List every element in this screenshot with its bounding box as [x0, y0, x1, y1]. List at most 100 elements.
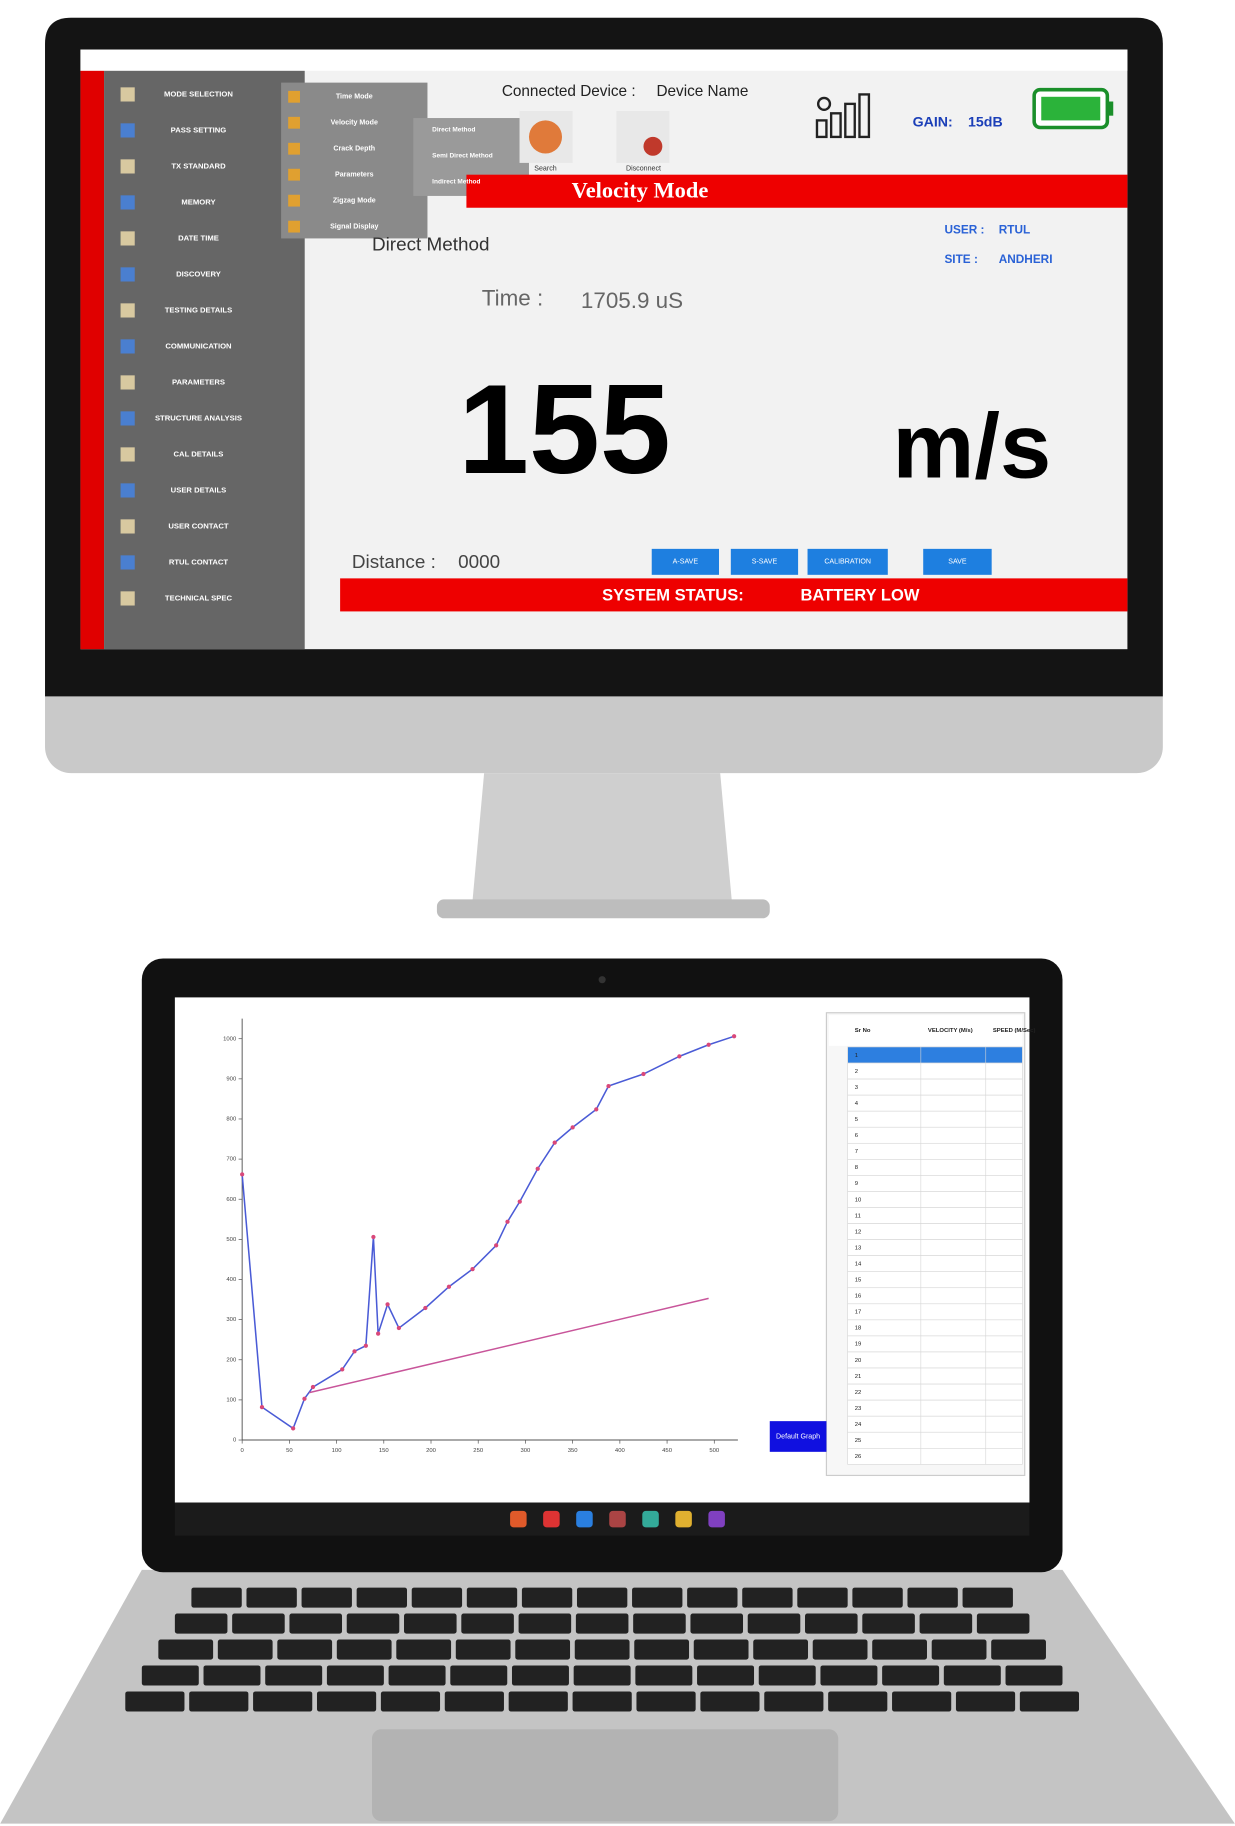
key: [632, 1587, 683, 1608]
key: [141, 1665, 199, 1686]
series-point: [291, 1426, 296, 1431]
menu-item[interactable]: MODE SELECTION: [164, 89, 233, 98]
menu-item[interactable]: PARAMETERS: [172, 377, 225, 386]
table-row: [847, 1399, 1023, 1417]
menu-icon: [120, 483, 135, 498]
gain-label: GAIN:: [913, 114, 953, 130]
table-sr: 8: [855, 1165, 859, 1171]
table-sr: 23: [855, 1406, 862, 1412]
key: [444, 1691, 504, 1712]
menu-item[interactable]: USER CONTACT: [168, 521, 229, 530]
action-button[interactable]: [807, 548, 888, 575]
table-row: [847, 1126, 1023, 1144]
battery-level: [1041, 96, 1101, 121]
key: [828, 1691, 888, 1712]
table-row: [847, 1303, 1023, 1321]
taskbar-icon[interactable]: [510, 1510, 527, 1528]
menu-item[interactable]: DATE TIME: [178, 233, 219, 242]
menu-item[interactable]: COMMUNICATION: [165, 341, 232, 350]
table-row: [847, 1431, 1023, 1449]
menu-item[interactable]: PASS SETTING: [171, 125, 227, 134]
menu-icon: [120, 87, 135, 102]
menu-item[interactable]: USER DETAILS: [171, 485, 227, 494]
keyboard: [125, 1587, 1080, 1712]
key: [396, 1639, 452, 1660]
disconnect-icon[interactable]: [616, 110, 670, 163]
table-sr: 12: [855, 1229, 862, 1235]
key: [203, 1665, 261, 1686]
taskbar-icon[interactable]: [642, 1510, 659, 1528]
x-tick-label: 50: [286, 1448, 293, 1454]
table-sr: 26: [855, 1454, 862, 1460]
y-tick-label: 400: [226, 1277, 237, 1283]
method-item[interactable]: Semi Direct Method: [432, 153, 493, 160]
table-header-cell: Sr No: [855, 1028, 871, 1034]
menu-icon: [120, 411, 135, 426]
submenu-icon: [288, 90, 300, 103]
table-header-cell: VELOCITY (M/s): [928, 1028, 973, 1034]
user-value: RTUL: [999, 222, 1030, 236]
menu-item[interactable]: TECHNICAL SPEC: [165, 593, 233, 602]
submenu-icon: [288, 194, 300, 207]
velocity-value: 155: [458, 359, 671, 501]
menu-item[interactable]: CAL DETAILS: [174, 449, 224, 458]
key: [301, 1587, 352, 1608]
key: [191, 1587, 242, 1608]
action-button-label: A-SAVE: [673, 558, 699, 566]
key: [326, 1665, 384, 1686]
table-row: [847, 1175, 1023, 1192]
key: [455, 1639, 511, 1660]
menu-icon: [120, 519, 135, 534]
key: [576, 1587, 628, 1608]
default-graph-button[interactable]: [769, 1421, 827, 1452]
menu-item[interactable]: DISCOVERY: [176, 269, 221, 278]
table-sr: 6: [855, 1133, 859, 1139]
submenu-item[interactable]: Parameters: [335, 171, 374, 179]
submenu-item[interactable]: Signal Display: [330, 223, 378, 231]
taskbar-icon[interactable]: [609, 1510, 626, 1528]
gain-value: 15dB: [968, 114, 1003, 130]
key: [265, 1665, 323, 1686]
mode-banner: [466, 174, 1128, 208]
submenu-icon: [288, 220, 300, 233]
signal-icon: [815, 93, 871, 139]
y-tick-label: 300: [226, 1317, 237, 1323]
table-row: [847, 1142, 1023, 1160]
menu-item[interactable]: TESTING DETAILS: [165, 305, 233, 314]
table-sr: 18: [855, 1326, 862, 1332]
table-sr: 13: [855, 1245, 862, 1251]
key: [633, 1613, 686, 1634]
taskbar: [174, 1502, 1030, 1536]
mode-title: Velocity Mode: [572, 178, 709, 203]
menu-item[interactable]: TX STANDARD: [171, 161, 226, 170]
method-item[interactable]: Direct Method: [432, 127, 475, 134]
x-tick-label: 0: [241, 1448, 245, 1454]
series-point: [606, 1083, 611, 1089]
y-tick-label: 100: [226, 1397, 237, 1403]
stand-neck: [472, 773, 732, 903]
taskbar-icon[interactable]: [543, 1510, 560, 1528]
table-sr: 22: [855, 1390, 862, 1396]
default-graph-label: Default Graph: [776, 1432, 820, 1440]
site-value: ANDHERI: [999, 252, 1053, 266]
submenu-item[interactable]: Zigzag Mode: [333, 197, 376, 205]
action-button[interactable]: [923, 548, 992, 575]
submenu-item[interactable]: Crack Depth: [333, 145, 375, 153]
taskbar-icon[interactable]: [576, 1510, 593, 1528]
menu-item[interactable]: MEMORY: [181, 197, 215, 206]
x-tick-label: 100: [332, 1448, 343, 1454]
submenu-item[interactable]: Velocity Mode: [331, 119, 378, 127]
key: [246, 1587, 297, 1608]
method-item[interactable]: Indirect Method: [432, 178, 480, 185]
search-label: Search: [534, 165, 556, 173]
series-point: [470, 1266, 475, 1272]
action-button[interactable]: [730, 548, 799, 575]
menu-item[interactable]: RTUL CONTACT: [169, 557, 229, 566]
submenu-item[interactable]: Time Mode: [336, 93, 373, 101]
key: [919, 1613, 973, 1634]
action-button[interactable]: [651, 548, 720, 575]
taskbar-icon[interactable]: [708, 1510, 725, 1528]
menu-item[interactable]: STRUCTURE ANALYSIS: [155, 413, 242, 422]
taskbar-icon[interactable]: [675, 1510, 692, 1528]
key: [687, 1587, 738, 1608]
